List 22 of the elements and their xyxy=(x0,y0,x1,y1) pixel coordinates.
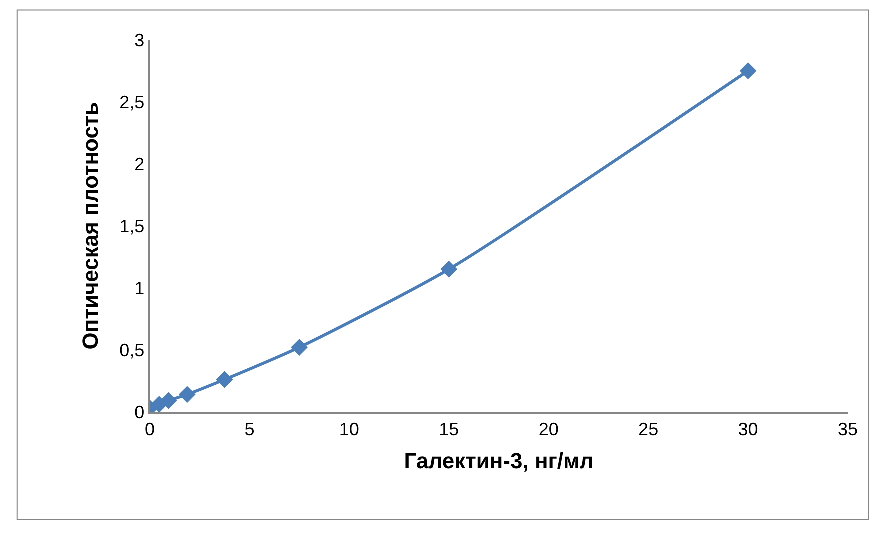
y-tick-label: 2 xyxy=(134,154,145,174)
y-tick-label: 0,5 xyxy=(120,340,145,360)
y-axis-title: Оптическая плотность xyxy=(78,102,103,350)
point xyxy=(216,371,234,388)
x-tick-label: 35 xyxy=(838,419,858,440)
x-tick-label: 20 xyxy=(538,419,559,440)
y-tick-label: 3 xyxy=(134,30,145,50)
y-tick-label: 1 xyxy=(134,278,145,298)
point xyxy=(740,62,757,80)
x-tick-label: 10 xyxy=(339,419,360,440)
x-tick-label: 5 xyxy=(244,419,255,440)
point xyxy=(178,386,196,404)
x-tick-label: 15 xyxy=(439,419,460,440)
y-tick-label: 0 xyxy=(134,402,145,422)
x-axis-title: Галектин-3, нг/мл xyxy=(404,448,594,474)
y-tick-label: 1,5 xyxy=(120,216,145,236)
point xyxy=(160,392,178,410)
y-tick-label: 2,5 xyxy=(120,92,145,112)
point xyxy=(291,339,308,356)
x-tick-label: 25 xyxy=(638,419,659,440)
point xyxy=(440,260,458,278)
x-tick-label: 30 xyxy=(738,419,758,440)
